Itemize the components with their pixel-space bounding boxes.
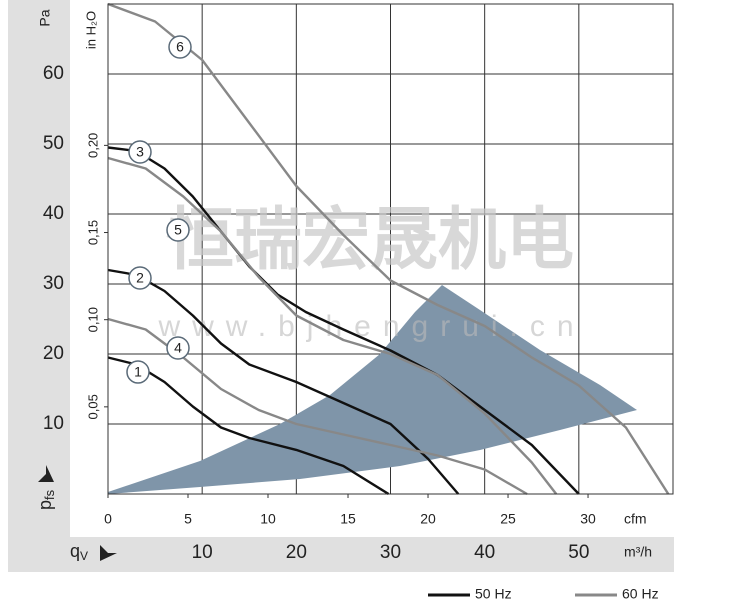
x2-tick-label: 15 [340, 511, 356, 527]
curve-label: 2 [136, 270, 144, 286]
bottom-band [8, 537, 674, 572]
y-tick-label: 20 [43, 343, 64, 364]
y-axis-label: Pa [37, 9, 53, 26]
curve-label-circle [128, 140, 152, 164]
curve [107, 156, 558, 495]
y-symbol: pfs [35, 489, 58, 510]
x-tick-label: 50 [568, 542, 589, 563]
y2-tick-label: 0,15 [85, 220, 100, 245]
x2-tick-label: 25 [500, 511, 516, 527]
curve-label: 4 [174, 340, 182, 356]
curve-label-circle [128, 266, 152, 290]
x-symbol-sub: V [80, 549, 88, 563]
curve-label-circle [166, 218, 190, 242]
curve-label: 1 [134, 364, 142, 380]
x2-tick-label: 0 [104, 511, 112, 527]
x2-axis-label: cfm [624, 511, 647, 527]
y-arrow [38, 465, 54, 482]
y-tick-label: 50 [43, 133, 64, 154]
operating-range [108, 285, 637, 494]
watermark-brand: 恒瑞宏晟机电 [166, 202, 574, 278]
watermark-url: www.bjhengrui.cn [157, 310, 585, 343]
legend-label: 60 Hz [622, 586, 659, 602]
x-symbol-main: q [70, 541, 80, 561]
y2-tick-label: 0,05 [85, 394, 100, 419]
y-symbol-main: p [35, 500, 55, 510]
x-arrow [100, 545, 117, 561]
left-band [8, 0, 70, 572]
y-tick-label: 60 [43, 63, 64, 84]
y-tick-label: 40 [43, 203, 64, 224]
x-axis-label: m³/h [624, 544, 652, 560]
curve-label: 6 [176, 39, 184, 55]
legend-label: 50 Hz [475, 586, 512, 602]
x-tick-label: 10 [192, 542, 213, 563]
curve-label-circle [168, 35, 192, 59]
y-tick-label: 10 [43, 413, 64, 434]
curve-label-circle [166, 336, 190, 360]
y2-tick-label: 0,20 [85, 133, 100, 158]
x-tick-label: 40 [474, 542, 495, 563]
curve-label: 3 [136, 144, 144, 160]
x-tick-label: 20 [286, 542, 307, 563]
x-symbol: qV [70, 541, 88, 563]
y2-axis-label: in H₂O [83, 11, 98, 49]
curve [107, 2, 670, 495]
x2-tick-label: 20 [420, 511, 436, 527]
x-tick-label: 30 [380, 542, 401, 563]
plot-frame [107, 3, 674, 495]
x2-tick-label: 10 [260, 511, 276, 527]
curve-label: 5 [174, 222, 182, 238]
curve [107, 146, 580, 495]
x2-tick-label: 30 [580, 511, 596, 527]
y-symbol-sub: fs [42, 489, 57, 500]
y-tick-label: 30 [43, 273, 64, 294]
y2-tick-label: 0,10 [85, 307, 100, 332]
x2-tick-label: 5 [184, 511, 192, 527]
y-symbol-text: pfs [35, 489, 58, 510]
curve [107, 268, 460, 495]
curve-label-circle [126, 360, 150, 384]
